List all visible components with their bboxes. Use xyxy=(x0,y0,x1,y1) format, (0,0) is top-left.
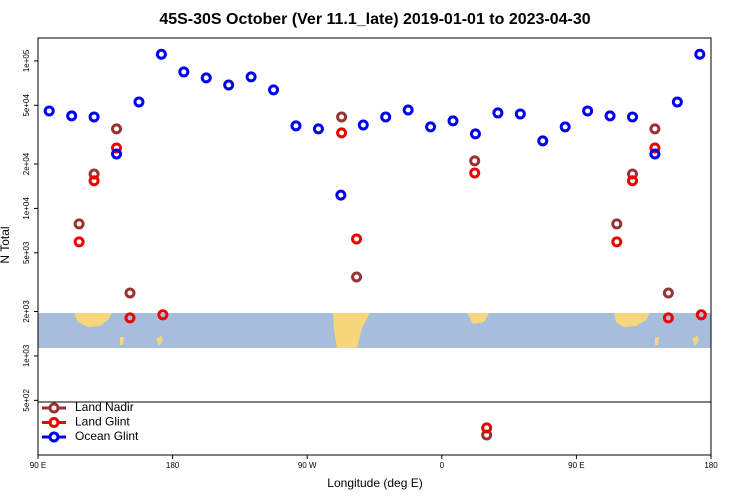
point xyxy=(133,96,145,108)
point xyxy=(649,148,661,160)
x-tick-label: 90 W xyxy=(298,461,317,470)
x-tick-label: 0 xyxy=(440,461,445,470)
point xyxy=(111,148,123,160)
point xyxy=(124,287,136,299)
point xyxy=(662,312,674,324)
point xyxy=(380,111,392,123)
point xyxy=(336,127,348,139)
x-tick-label: 90 E xyxy=(30,461,46,470)
legend-label: Land Nadir xyxy=(75,400,134,414)
y-tick-label: 1e+05 xyxy=(22,49,31,72)
point xyxy=(492,107,504,119)
point xyxy=(604,110,616,122)
point xyxy=(88,111,100,123)
legend-label: Land Glint xyxy=(75,415,130,429)
legend-marker xyxy=(48,431,60,443)
y-axis-label: N Total xyxy=(0,226,12,263)
point xyxy=(469,155,481,167)
legend-marker xyxy=(48,402,60,414)
point xyxy=(469,128,481,140)
point xyxy=(178,66,190,78)
y-tick-label: 1e+03 xyxy=(22,344,31,367)
point xyxy=(155,48,167,60)
point xyxy=(649,142,661,154)
point xyxy=(469,167,481,179)
point xyxy=(514,108,526,120)
point xyxy=(312,123,324,135)
point xyxy=(662,287,674,299)
x-axis-label: Longitude (deg E) xyxy=(327,476,422,490)
point xyxy=(582,105,594,117)
legend-marker xyxy=(48,417,60,428)
y-tick-label: 5e+02 xyxy=(22,389,31,412)
point xyxy=(425,121,437,133)
y-tick-label: 2e+03 xyxy=(22,300,31,323)
point xyxy=(626,175,638,187)
plot-frame xyxy=(37,37,712,456)
point xyxy=(200,72,212,84)
x-tick-label: 180 xyxy=(704,461,718,470)
point xyxy=(73,236,85,248)
x-tick-label: 90 E xyxy=(568,461,584,470)
point xyxy=(290,120,302,132)
point xyxy=(481,422,493,434)
point xyxy=(73,218,85,230)
point xyxy=(351,271,363,283)
point xyxy=(447,115,459,127)
chart-title: 45S-30S October (Ver 11.1_late) 2019-01-… xyxy=(159,11,590,28)
y-tick-label: 1e+04 xyxy=(22,197,31,220)
point xyxy=(626,111,638,123)
y-tick-label: 5e+03 xyxy=(22,241,31,264)
point xyxy=(88,175,100,187)
point xyxy=(357,119,369,131)
point xyxy=(223,79,235,91)
point xyxy=(157,309,169,321)
point xyxy=(268,84,280,96)
point xyxy=(66,110,78,122)
point xyxy=(649,123,661,135)
point xyxy=(611,218,623,230)
point xyxy=(537,135,549,147)
point xyxy=(402,104,414,116)
point xyxy=(336,111,348,123)
point xyxy=(124,312,136,324)
point xyxy=(351,233,363,245)
map-background xyxy=(38,313,711,348)
point xyxy=(611,236,623,248)
point xyxy=(335,189,347,201)
point xyxy=(559,121,571,133)
point xyxy=(671,96,683,108)
point xyxy=(694,48,706,60)
point xyxy=(245,71,257,83)
y-tick-label: 5e+04 xyxy=(22,94,31,117)
point xyxy=(695,309,707,321)
point xyxy=(43,105,55,117)
y-tick-label: 2e+04 xyxy=(22,152,31,175)
point xyxy=(111,123,123,135)
legend-label: Ocean Glint xyxy=(75,429,139,443)
x-tick-label: 180 xyxy=(166,461,180,470)
point xyxy=(111,142,123,154)
